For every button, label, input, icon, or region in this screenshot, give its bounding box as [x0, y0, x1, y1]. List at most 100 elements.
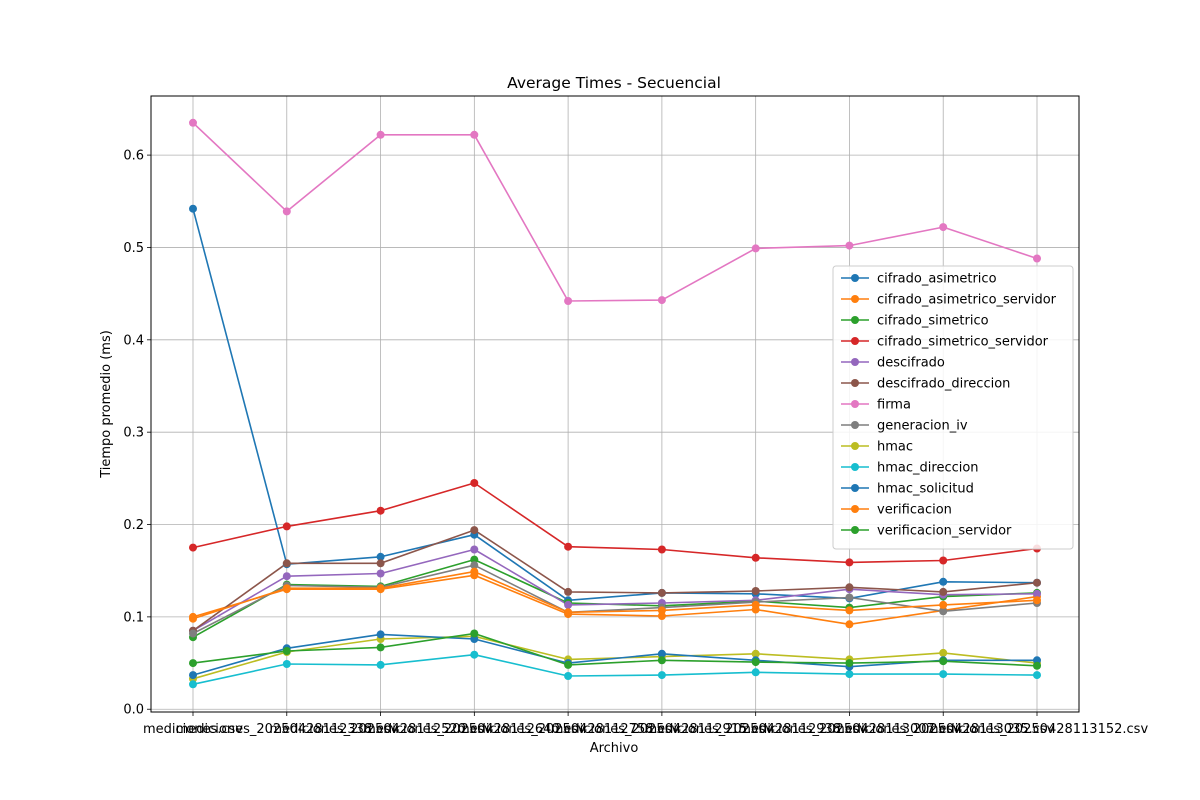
data-point-descifrado_direccion — [564, 587, 573, 596]
data-point-cifrado_asimetrico_servidor — [657, 612, 666, 620]
data-point-verificacion — [376, 584, 385, 593]
series-line-cifrado_simetrico_servidor — [192, 482, 1038, 564]
data-point-verificacion — [939, 600, 948, 609]
legend-swatch-marker — [851, 505, 859, 513]
y-tick-label: 0.5 — [123, 241, 144, 256]
data-point-hmac_solicitud — [1033, 656, 1041, 665]
data-point-firma — [845, 241, 854, 250]
legend-swatch-marker — [851, 316, 859, 324]
series-line-hmac_direccion — [192, 653, 1038, 686]
data-point-descifrado_direccion — [845, 583, 854, 592]
data-point-firma — [657, 296, 666, 305]
data-point-descifrado_direccion — [282, 559, 291, 568]
data-point-cifrado_simetrico_servidor — [189, 543, 197, 552]
data-point-hmac_direccion — [376, 660, 385, 669]
data-point-cifrado_simetrico_servidor — [657, 545, 666, 554]
series-line-descifrado — [192, 548, 1038, 632]
data-point-cifrado_asimetrico — [189, 204, 197, 213]
legend-label: cifrado_asimetrico — [877, 272, 997, 287]
legend-swatch-marker — [851, 463, 859, 471]
data-point-firma — [564, 297, 573, 305]
series-line-descifrado_direccion — [192, 529, 1038, 632]
legend-swatch-marker — [851, 484, 859, 492]
x-axis-label: Archivo — [590, 741, 639, 756]
data-point-verificacion_servidor — [657, 656, 666, 665]
y-tick-label: 0.3 — [123, 426, 144, 441]
data-point-hmac — [751, 649, 760, 658]
legend-swatch-marker — [851, 358, 859, 366]
legend-label: verificacion_servidor — [877, 524, 1012, 539]
x-tick-label: mediciones_20250428113035.csv — [832, 722, 1055, 737]
legend-label: descifrado — [877, 356, 945, 371]
legend-label: cifrado_asimetrico_servidor — [877, 293, 1057, 308]
y-tick-label: 0.4 — [123, 333, 144, 348]
data-point-hmac_direccion — [1033, 671, 1041, 680]
data-point-descifrado — [376, 569, 385, 578]
legend-label: verificacion — [877, 503, 952, 518]
data-point-verificacion — [564, 608, 573, 617]
data-point-descifrado_direccion — [1033, 578, 1041, 587]
data-point-hmac_direccion — [189, 680, 197, 689]
legend-swatch-marker — [851, 400, 859, 408]
x-tick-label: mediciones_20250428113007.csv — [738, 722, 961, 737]
data-point-generacion_iv — [470, 561, 479, 570]
data-point-descifrado — [282, 572, 291, 581]
data-point-verificacion_servidor — [1033, 661, 1041, 670]
data-point-verificacion_servidor — [751, 658, 760, 667]
series-line-firma — [192, 122, 1038, 302]
legend-swatch-marker — [851, 526, 859, 534]
y-axis-ticks: 0.0 0.1 0.2 0.3 0.4 0.5 0.6 — [123, 149, 151, 718]
data-point-generacion_iv — [939, 607, 948, 616]
series-line-verificacion — [192, 570, 1038, 620]
data-point-verificacion_servidor — [189, 659, 197, 668]
y-tick-label: 0.1 — [123, 610, 144, 625]
data-point-descifrado_direccion — [657, 588, 666, 597]
series-markers — [189, 118, 1041, 689]
data-point-verificacion_servidor — [845, 659, 854, 668]
data-point-hmac_solicitud — [470, 635, 479, 643]
x-tick-label: mediciones_20250428112915.csv — [551, 722, 774, 737]
data-point-firma — [1033, 254, 1041, 263]
data-point-firma — [282, 207, 291, 216]
data-point-descifrado — [470, 545, 479, 554]
data-point-hmac_direccion — [470, 650, 479, 659]
data-point-verificacion_servidor — [470, 629, 479, 638]
x-tick-label: mediciones.csv — [143, 722, 243, 737]
legend-swatch-marker — [851, 421, 859, 429]
data-point-cifrado_asimetrico — [939, 577, 948, 586]
data-point-hmac_direccion — [939, 670, 948, 679]
data-point-cifrado_asimetrico — [376, 552, 385, 561]
legend: cifrado_asimetrico cifrado_asimetrico_ser… — [832, 265, 1074, 550]
series-line-cifrado_asimetrico_servidor — [192, 574, 1038, 626]
data-point-verificacion — [751, 600, 760, 609]
data-point-verificacion — [189, 614, 197, 623]
data-point-firma — [189, 118, 197, 127]
data-point-verificacion_servidor — [376, 643, 385, 652]
y-tick-label: 0.6 — [123, 149, 144, 164]
legend-label: cifrado_simetrico — [877, 314, 989, 329]
x-tick-label: mediciones_20250428112758.csv — [457, 722, 680, 737]
data-point-verificacion — [1033, 596, 1041, 605]
y-tick-label: 0.0 — [123, 703, 144, 718]
legend-label: hmac_solicitud — [877, 482, 974, 497]
data-point-verificacion — [470, 567, 479, 576]
data-point-verificacion_servidor — [282, 647, 291, 655]
data-point-cifrado_simetrico — [470, 555, 479, 564]
data-point-cifrado_simetrico_servidor — [376, 506, 385, 515]
legend-label: hmac_direccion — [877, 461, 979, 476]
series-line-hmac_solicitud — [192, 633, 1037, 676]
data-point-firma — [470, 130, 479, 139]
data-point-hmac_solicitud — [376, 630, 385, 639]
legend-box — [832, 265, 1074, 550]
legend-label: firma — [877, 398, 911, 413]
data-point-descifrado_direccion — [939, 587, 948, 596]
data-point-cifrado_simetrico_servidor — [564, 542, 573, 551]
x-tick-label: mediciones_20250428112338.csv — [176, 722, 399, 737]
data-point-verificacion — [845, 606, 854, 615]
data-point-hmac_direccion — [845, 670, 854, 679]
legend-label: hmac — [877, 440, 913, 455]
plot-frame — [150, 95, 1080, 713]
data-point-verificacion — [657, 606, 666, 615]
series-lines — [192, 122, 1038, 686]
